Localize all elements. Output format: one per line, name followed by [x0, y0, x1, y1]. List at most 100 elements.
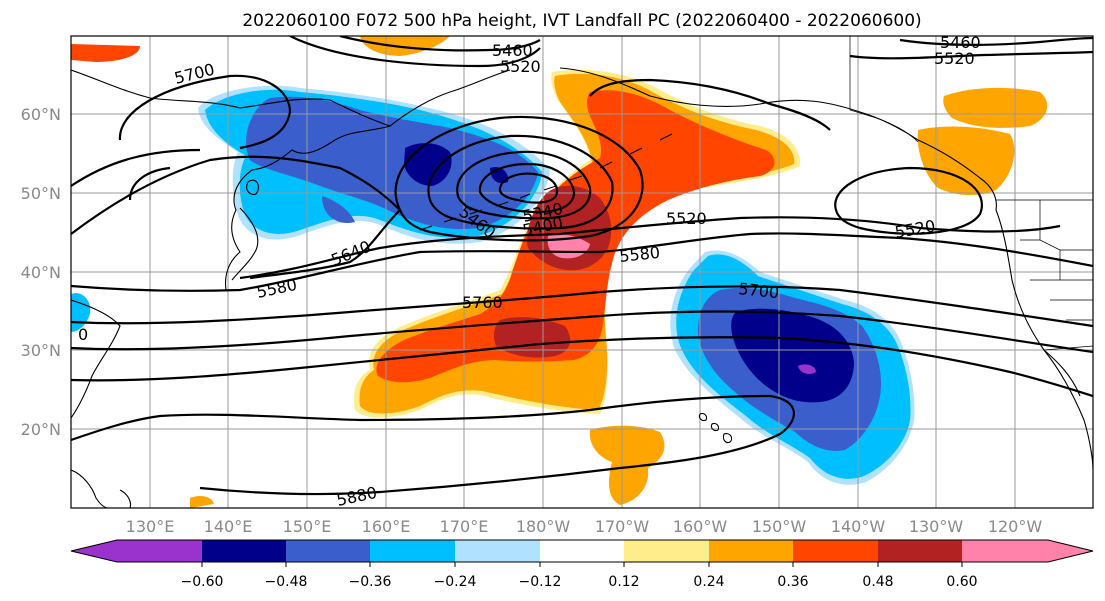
colorbar-segment [709, 540, 793, 562]
colorbar-segment [793, 540, 878, 562]
contour-5880-inner [71, 394, 796, 496]
lon-tick: 150°E [283, 517, 332, 536]
contour-low-outer [394, 115, 644, 242]
contour-5460-east [834, 166, 983, 235]
coast-mexico [1043, 349, 1093, 471]
lat-tick: 20°N [21, 420, 61, 439]
contour-5520-northeast [849, 50, 1093, 60]
lon-tick: 170°W [595, 517, 650, 536]
contour-5340 [498, 172, 559, 204]
colorbar-tick-label: 0.48 [862, 574, 893, 590]
contour-5700-northwest [118, 74, 292, 150]
colorbar-outline [70, 539, 1094, 563]
latitude-tick-labels: 60°N 50°N 40°N 30°N 20°N [21, 105, 61, 439]
map-gridlines [71, 36, 1093, 508]
border-us-states-2 [1030, 279, 1093, 321]
coast-philippines [71, 469, 132, 508]
contour-5760 [71, 285, 1093, 328]
coastlines [71, 67, 1093, 508]
contour-5460-low [456, 150, 592, 220]
contour-label: 0 [78, 325, 88, 344]
lon-tick: 150°W [752, 517, 807, 536]
colorbar-tick-label: −0.12 [519, 574, 562, 590]
contour-north-arc [589, 78, 831, 131]
contour-label: 5760 [462, 293, 503, 312]
ivt-positive-patch-north [360, 36, 450, 56]
lon-tick: 130°W [909, 517, 964, 536]
coast-aleutians [419, 133, 673, 231]
contour-label: 5700 [738, 279, 780, 302]
contour-5820 [71, 310, 1093, 354]
colorbar-segment [540, 540, 624, 562]
ivt-negative-east-navy [731, 308, 854, 403]
colorbar-extension-high [962, 540, 1093, 562]
lon-tick: 130°E [126, 517, 175, 536]
ivt-positive-patch-northwest [71, 44, 140, 62]
contour-label: 5520 [934, 49, 975, 68]
contour-label: 5460 [940, 33, 981, 52]
colorbar-tick-label: 0.24 [693, 574, 724, 590]
ivt-positive-patch-south [589, 425, 665, 505]
map-title: 2022060100 F072 500 hPa height, IVT Land… [242, 11, 921, 31]
colorbar-tick-label: 0.60 [946, 574, 977, 590]
contour-5640 [71, 155, 402, 280]
ivt-positive-patch-southwest [190, 496, 214, 508]
contour-label: 5520 [666, 209, 707, 228]
border-us-states-1 [1020, 200, 1093, 280]
colorbar-segment [286, 540, 370, 562]
colorbar-segment [370, 540, 455, 562]
lat-tick: 50°N [21, 184, 61, 203]
colorbar-segment [202, 540, 286, 562]
map-panel: 5700 5460 5520 5460 5520 5460 5340 5400 … [70, 33, 1094, 509]
contour-low-2 [427, 134, 614, 230]
colorbar-tick-label: −0.36 [349, 574, 392, 590]
lat-tick: 30°N [21, 341, 61, 360]
coast-korea-china [71, 299, 121, 419]
contour-arc-west-upper [71, 148, 201, 201]
colorbar-tick-label: −0.48 [265, 574, 308, 590]
colorbar-segment [455, 540, 540, 562]
colorbar: −0.60 −0.48 −0.36 −0.24 −0.12 0.12 0.24 … [70, 539, 1094, 590]
contour-5400 [478, 162, 576, 214]
contour-5460-north [339, 36, 541, 52]
coast-hawaii [698, 412, 733, 444]
colorbar-extension-low [71, 540, 202, 562]
longitude-tick-labels: 130°E 140°E 150°E 160°E 170°E 180°W 170°… [126, 517, 1043, 536]
contour-label: 5580 [618, 243, 660, 266]
coast-asia [71, 69, 392, 291]
contour-5460-northeast [899, 36, 1093, 46]
colorbar-segment [878, 540, 962, 562]
colorbar-ticks [201, 562, 963, 567]
ivt-negative-east-purple [798, 364, 816, 374]
colorbar-tick-label: 0.12 [608, 574, 639, 590]
lon-tick: 180°W [516, 517, 571, 536]
contour-5880-outer [71, 336, 1093, 398]
colorbar-segments [70, 539, 1094, 563]
ivt-positive-patch-northeast [943, 87, 1048, 128]
ivt-positive-firebrick [493, 185, 612, 358]
lon-tick: 170°E [440, 517, 489, 536]
lat-tick: 60°N [21, 105, 61, 124]
colorbar-tick-label: −0.24 [434, 574, 477, 590]
coast-japan [231, 179, 259, 281]
height-contours [71, 36, 1093, 496]
contour-5580-west [71, 232, 1093, 292]
ivt-negative-west-navy [404, 143, 509, 186]
lon-tick: 120°W [988, 517, 1043, 536]
colorbar-tick-label: 0.36 [777, 574, 808, 590]
border-alaska-canada [849, 36, 919, 143]
contour-label: 5460 [492, 41, 533, 60]
lon-tick: 160°E [362, 517, 411, 536]
lon-tick: 160°W [673, 517, 728, 536]
coast-alaska [559, 67, 1081, 397]
lat-tick: 40°N [21, 263, 61, 282]
lon-tick: 140°W [831, 517, 886, 536]
lon-tick: 140°E [204, 517, 253, 536]
contour-5520 [239, 216, 1061, 280]
ivt-positive-patch-gulf [917, 126, 1015, 196]
colorbar-segment [624, 540, 709, 562]
contour-label: 5520 [500, 57, 541, 76]
contour-5520-north [289, 36, 541, 68]
ivt-negative-west-blue [246, 96, 538, 230]
